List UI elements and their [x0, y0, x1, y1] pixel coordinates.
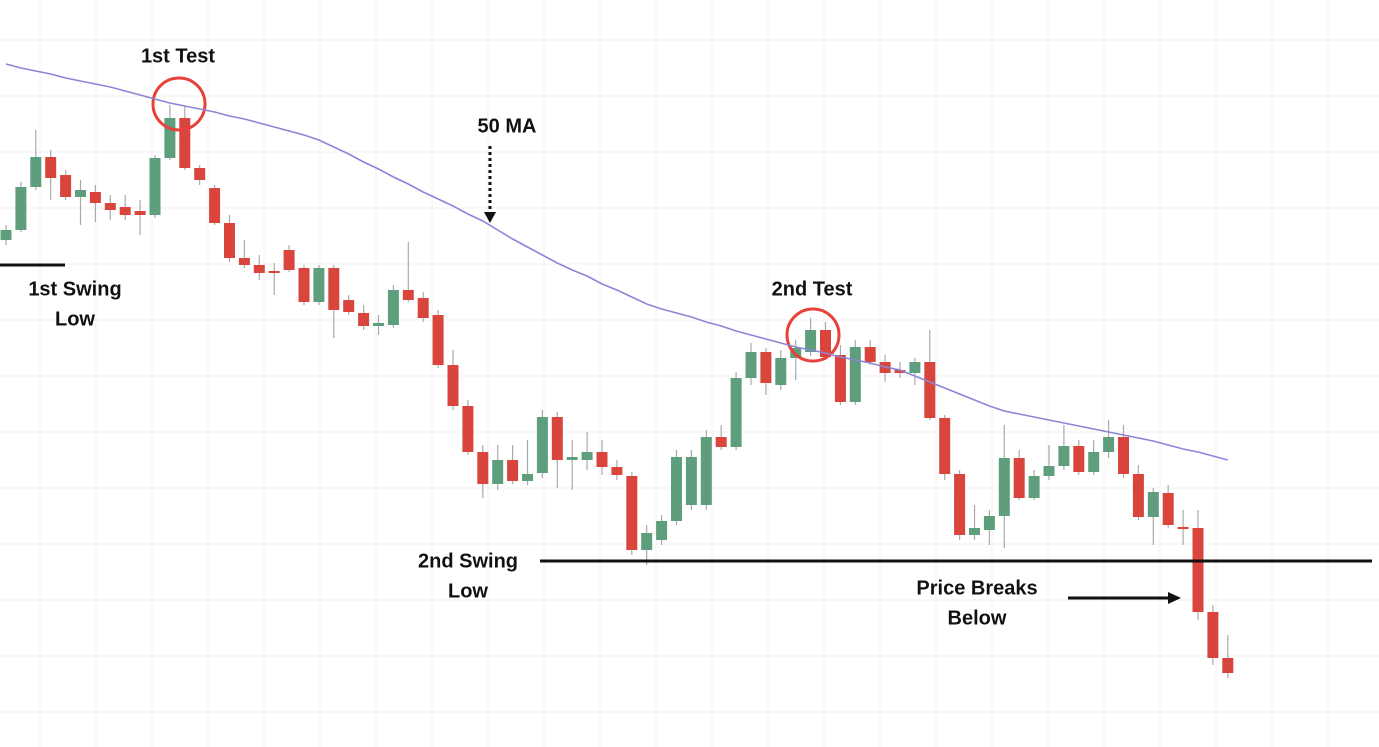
candle-body: [954, 474, 966, 535]
candle-body: [134, 211, 146, 215]
annotation: 1st Test: [141, 45, 215, 67]
candles: [0, 105, 1234, 678]
candle-body: [89, 192, 101, 203]
candle-body: [864, 347, 876, 362]
candle-body: [447, 365, 459, 406]
candle-body: [745, 352, 757, 378]
candle-body: [998, 458, 1010, 516]
candle-body: [775, 358, 787, 385]
candle-body: [328, 268, 340, 310]
candle-body: [641, 533, 653, 550]
candle-body: [1177, 527, 1189, 529]
candle-body: [551, 417, 563, 460]
candle-body: [1162, 493, 1174, 525]
candle-body: [1207, 612, 1219, 658]
candle-body: [402, 290, 414, 300]
candle-body: [358, 313, 370, 326]
break-arrowhead: [1168, 592, 1181, 604]
candle-body: [1222, 658, 1234, 673]
annotation: Low: [55, 308, 95, 330]
candle-body: [969, 528, 980, 535]
candle-body: [805, 330, 817, 352]
candle-body: [671, 457, 682, 521]
candle-body: [522, 474, 533, 481]
moving-average: [5, 63, 1229, 461]
candle-body: [1028, 476, 1040, 498]
candle-body: [909, 362, 921, 373]
candle-body: [477, 452, 489, 484]
candle-body: [417, 298, 429, 318]
candle-body: [536, 417, 548, 473]
candle-body: [238, 258, 250, 265]
ma-arrowhead: [484, 212, 496, 223]
test-circle: [151, 76, 207, 132]
candle-body: [15, 187, 27, 230]
candle-body: [700, 437, 712, 505]
candle-body: [507, 460, 519, 481]
candle-body: [268, 271, 280, 273]
candle-body: [685, 457, 697, 505]
annotation: Below: [948, 607, 1007, 629]
candle-body: [104, 203, 116, 210]
annotation: Low: [448, 580, 488, 602]
candle-body: [432, 315, 444, 365]
candle-body: [1058, 446, 1070, 466]
candle-body: [1147, 492, 1159, 517]
candle-body: [194, 168, 206, 180]
candle-body: [60, 175, 72, 197]
candle-body: [611, 467, 623, 475]
candle-body: [1192, 528, 1204, 612]
candle-body: [462, 406, 474, 452]
candle-body: [894, 370, 906, 373]
candle-body: [119, 207, 131, 215]
candle-body: [1118, 437, 1129, 474]
annotation: 1st Swing: [28, 278, 121, 300]
candle-body: [1043, 466, 1055, 476]
candle-body: [939, 418, 951, 474]
candle-body: [626, 476, 638, 550]
candle-body: [224, 223, 235, 258]
candle-body: [849, 347, 861, 402]
candle-body: [343, 300, 355, 312]
candle-body: [387, 290, 399, 325]
candle-body: [313, 268, 325, 302]
candle-body: [983, 516, 995, 530]
annotation: 2nd Swing: [418, 550, 518, 572]
candle-body: [566, 457, 578, 460]
test-circle: [785, 307, 841, 363]
candle-body: [820, 330, 831, 357]
candle-body: [1013, 458, 1025, 498]
candle-body: [179, 118, 191, 168]
candle-body: [656, 521, 668, 540]
candle-body: [75, 190, 86, 197]
candle-body: [730, 378, 742, 447]
candle-body: [760, 352, 772, 383]
candle-body: [209, 188, 221, 223]
candle-body: [1088, 452, 1100, 472]
candle-body: [1073, 446, 1085, 472]
candle-body: [298, 268, 310, 302]
candle-body: [45, 157, 57, 178]
candle-body: [253, 265, 265, 273]
candle-body: [164, 118, 176, 158]
candle-body: [715, 437, 727, 447]
candle-body: [492, 460, 504, 484]
candle-body: [0, 230, 12, 240]
candle-body: [283, 250, 295, 270]
annotation: 2nd Test: [772, 278, 853, 300]
candle-body: [373, 323, 384, 326]
candle-body: [581, 452, 593, 460]
candle-body: [924, 362, 936, 418]
candle-body: [1132, 474, 1144, 517]
candle-body: [1103, 437, 1115, 452]
candle-body: [596, 452, 608, 467]
ma-label: 50 MA: [478, 115, 537, 137]
candle-body: [30, 157, 42, 187]
annotation: Price Breaks: [916, 577, 1037, 599]
candle-body: [149, 158, 161, 215]
candle-body: [834, 355, 846, 402]
